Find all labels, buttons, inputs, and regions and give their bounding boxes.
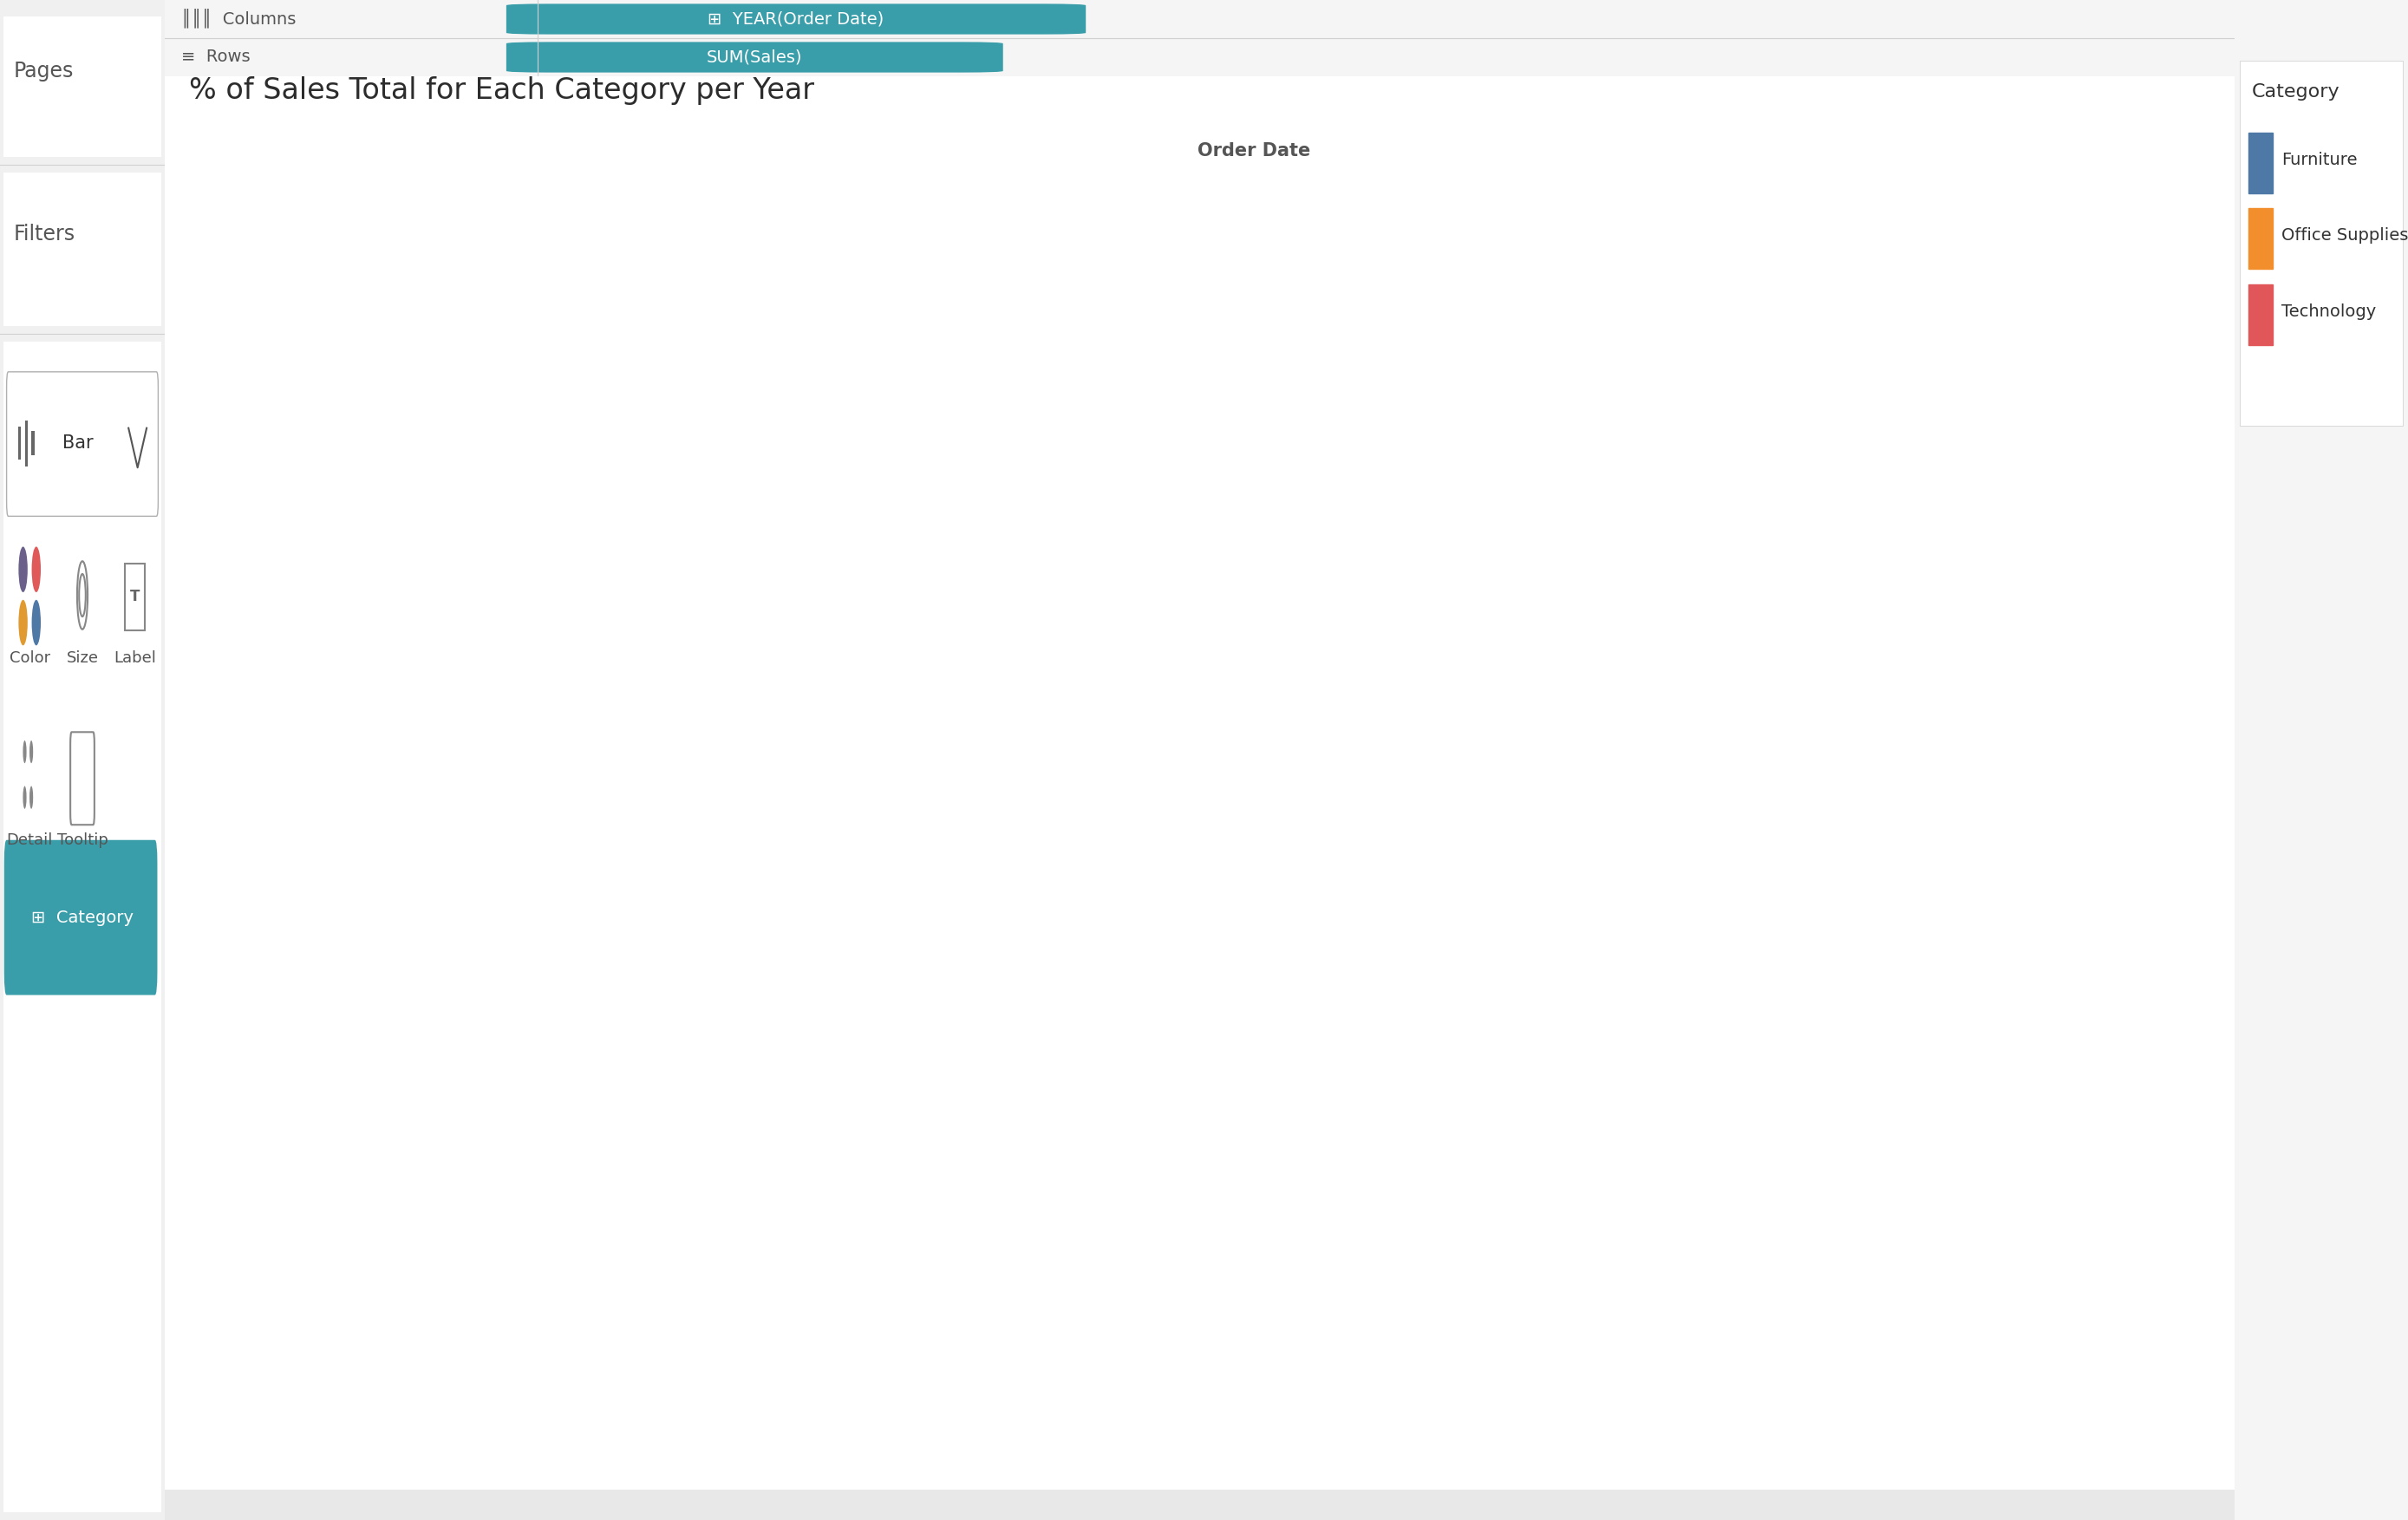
FancyBboxPatch shape [2, 172, 161, 327]
Bar [31, 432, 34, 456]
Text: Bar: Bar [63, 435, 94, 451]
Bar [2249, 208, 2273, 269]
Text: Order Date: Order Date [1197, 141, 1310, 160]
Bar [1876, 1014, 2124, 1442]
Ellipse shape [31, 600, 41, 646]
FancyBboxPatch shape [2, 342, 161, 1512]
Ellipse shape [24, 786, 26, 809]
Bar [2249, 284, 2273, 345]
Text: Marks: Marks [12, 372, 75, 392]
Bar [881, 696, 1129, 958]
Text: ≡  Rows: ≡ Rows [181, 49, 250, 65]
Text: Furniture: Furniture [2280, 152, 2357, 167]
Bar [1377, 465, 1625, 783]
FancyBboxPatch shape [2239, 61, 2403, 426]
Bar [2249, 132, 2273, 193]
Text: Tooltip: Tooltip [58, 833, 108, 848]
Bar [19, 427, 22, 461]
Bar [1377, 1076, 1625, 1442]
Text: Office Supplies: Office Supplies [2280, 228, 2408, 243]
Text: ⊞  YEAR(Order Date): ⊞ YEAR(Order Date) [708, 11, 884, 27]
Y-axis label: Sales: Sales [217, 781, 234, 833]
Ellipse shape [19, 600, 26, 646]
FancyBboxPatch shape [7, 372, 159, 517]
Bar [881, 958, 1129, 1196]
Text: ⊞  Category: ⊞ Category [31, 909, 132, 926]
FancyBboxPatch shape [5, 841, 157, 996]
Text: T: T [130, 588, 140, 605]
Ellipse shape [29, 786, 34, 809]
Bar [1876, 608, 2124, 1014]
Text: Label: Label [113, 651, 157, 666]
Text: % of Sales Total for Each Category per Year: % of Sales Total for Each Category per Y… [188, 76, 814, 105]
Text: Technology: Technology [2280, 304, 2377, 319]
Text: Detail: Detail [7, 833, 53, 848]
Ellipse shape [29, 740, 34, 763]
Bar [1876, 268, 2124, 608]
Bar [125, 564, 144, 631]
Ellipse shape [31, 547, 41, 593]
Bar [24, 421, 26, 467]
Ellipse shape [19, 547, 26, 593]
Text: Filters: Filters [12, 223, 75, 245]
Bar [1377, 783, 1625, 1076]
Text: Color: Color [10, 651, 51, 666]
Bar [385, 1172, 633, 1442]
Bar [385, 657, 633, 918]
Text: Pages: Pages [12, 61, 72, 82]
Text: Category: Category [2251, 84, 2341, 100]
Ellipse shape [24, 740, 26, 763]
FancyBboxPatch shape [2, 17, 161, 157]
FancyBboxPatch shape [506, 5, 1086, 35]
Text: Size: Size [67, 651, 99, 666]
FancyBboxPatch shape [506, 43, 1004, 73]
Text: SUM(Sales): SUM(Sales) [706, 49, 802, 65]
Bar [385, 918, 633, 1172]
Text: ║║║  Columns: ║║║ Columns [181, 9, 296, 27]
Bar [881, 1196, 1129, 1442]
